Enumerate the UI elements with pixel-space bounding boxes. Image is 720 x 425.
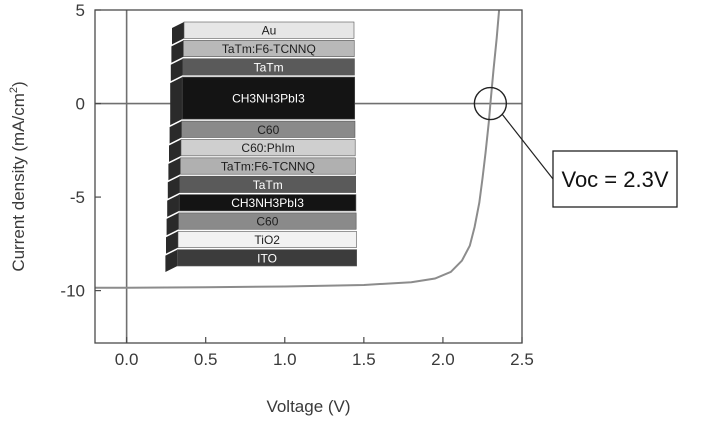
layer-side: [166, 212, 179, 236]
layer-label: Au: [262, 24, 277, 38]
voc-leader-line: [501, 114, 554, 180]
layer-block: [181, 76, 356, 120]
layer-label: C60:PhIm: [241, 141, 294, 155]
layer-label: TaTm:F6-TCNNQ: [222, 42, 316, 56]
x-axis-label: Voltage (V): [266, 397, 350, 416]
y-tick-label: -10: [60, 282, 85, 301]
layer-label: TaTm: [254, 60, 284, 74]
layer-block: [182, 58, 355, 76]
layer-side: [169, 121, 182, 144]
y-tick-label: 0: [76, 95, 85, 114]
x-tick-label: 2.0: [431, 350, 455, 369]
layer-block: [178, 212, 357, 230]
layer-label: ITO: [257, 251, 277, 265]
voc-marker-circle: [473, 86, 508, 121]
layer-side: [168, 157, 181, 181]
layer-label: TaTm:F6-TCNNQ: [221, 160, 315, 174]
layer-side: [172, 22, 184, 45]
jv-curve: [95, 9, 501, 289]
x-tick-label: 1.5: [352, 350, 376, 369]
layer-side: [171, 40, 184, 63]
layer-label: C60: [256, 215, 278, 229]
x-tick-label: 2.5: [510, 350, 534, 369]
voc-callout-box: [552, 150, 678, 208]
y-tick-label: 5: [76, 1, 85, 20]
layer-side: [170, 58, 183, 82]
layer-label: TaTm: [253, 178, 283, 192]
layer-block: [178, 194, 357, 212]
voc-callout-text: Voc = 2.3V: [561, 167, 668, 192]
layer-side: [165, 249, 178, 272]
layer-side: [170, 77, 183, 126]
x-tick-label: 1.0: [273, 350, 297, 369]
layer-label: TiO2: [254, 233, 280, 247]
layer-block: [177, 230, 357, 248]
layer-label: CH3NH3PbI3: [231, 196, 304, 210]
layer-label: CH3NH3PbI3: [232, 92, 305, 106]
layer-block: [180, 157, 356, 175]
layer-block: [180, 139, 356, 157]
plot-frame: [94, 9, 523, 344]
x-tick-label: 0.0: [115, 350, 139, 369]
y-tick-label: -5: [70, 188, 85, 207]
layer-side: [166, 231, 178, 254]
layer-block: [183, 40, 355, 58]
layer-block: [179, 175, 356, 193]
layer-side: [167, 194, 180, 217]
layer-side: [167, 176, 180, 199]
layer-block: [177, 249, 357, 267]
y-axis-label: Current density (mA/cm2): [8, 81, 28, 271]
layer-label: C60: [257, 123, 279, 137]
layer-block: [181, 120, 356, 138]
layer-block: [183, 21, 355, 39]
x-tick-label: 0.5: [194, 350, 218, 369]
layer-side: [169, 139, 181, 162]
